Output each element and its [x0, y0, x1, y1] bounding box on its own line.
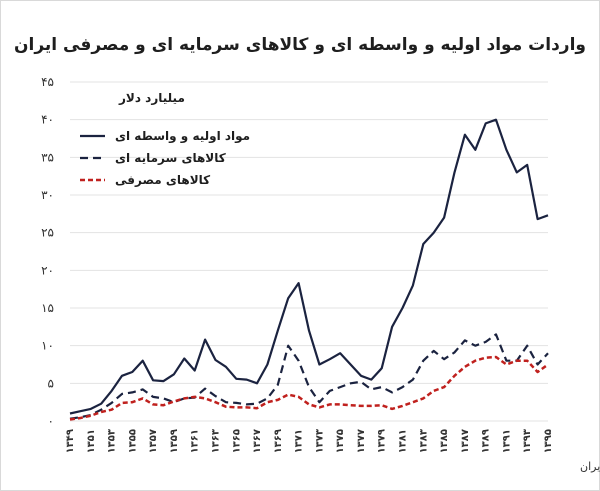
y-tick-label: ۴۵	[41, 75, 54, 89]
x-axis-ticks: ۱۳۴۹ ۱۳۵۱ ۱۳۵۳ ۱۳۵۵ ۱۳۵۷ ۱۳۵۹ ۱۳۶۱ ۱۳۶۳ ۱۳۶۵ ۱۳۶۷…	[65, 429, 554, 453]
y-tick-label: ۰	[48, 414, 54, 428]
y-axis-unit-label: میلیارد دلار	[118, 91, 185, 105]
legend-label-1: مواد اولیه و واسطه ای	[115, 129, 250, 144]
x-tick-label: ۱۳۶۱	[190, 429, 201, 453]
x-tick-label: ۱۳۸۹	[481, 429, 492, 453]
x-tick-label: ۱۳۷۹	[377, 429, 388, 453]
y-tick-label: ۳۵	[41, 150, 54, 164]
x-tick-label: ۱۳۵۷	[148, 429, 159, 453]
y-axis-ticks: ۰ ۵ ۱۰ ۱۵ ۲۰ ۲۵ ۳۰ ۳۵ ۴۰ ۴۵	[41, 75, 54, 428]
y-tick-label: ۳۰	[41, 188, 54, 202]
y-tick-label: ۲۵	[41, 226, 54, 240]
x-tick-label: ۱۳۸۳	[418, 429, 429, 453]
x-tick-label: ۱۳۴۹	[65, 429, 76, 453]
series-line-2	[69, 333, 549, 420]
legend-label-2: کالاهای سرمایه ای	[115, 151, 226, 165]
x-tick-label: ۱۳۵۹	[169, 429, 180, 453]
x-tick-label: ۱۳۹۵	[543, 429, 554, 453]
legend-label-3: کالاهای مصرفی	[115, 173, 210, 187]
x-tick-label: ۱۳۵۳	[107, 429, 118, 453]
x-tick-label: ۱۳۷۱	[294, 429, 305, 453]
x-tick-label: ۱۳۷۷	[356, 429, 367, 453]
x-tick-label: ۱۳۹۱	[501, 429, 512, 453]
y-tick-label: ۱۵	[41, 301, 54, 315]
x-tick-label: ۱۳۷۳	[314, 429, 325, 453]
series-lines	[69, 118, 549, 421]
source-note: تحلیل و استنتاج: احسان سلطانی بر اساس دا…	[580, 460, 600, 473]
y-tick-label: ۲۰	[41, 263, 54, 277]
y-tick-label: ۵	[48, 376, 54, 390]
x-tick-label: ۱۳۶۷	[252, 429, 263, 453]
x-tick-label: ۱۳۶۳	[210, 429, 221, 453]
x-tick-label: ۱۳۷۵	[335, 429, 346, 453]
x-tick-label: ۱۳۹۳	[522, 429, 533, 453]
x-tick-label: ۱۳۵۱	[86, 429, 97, 453]
x-tick-label: ۱۳۵۵	[127, 429, 138, 453]
x-tick-label: ۱۳۶۵	[231, 429, 242, 453]
y-tick-label: ۴۰	[41, 113, 54, 127]
x-tick-label: ۱۳۸۱	[398, 429, 409, 453]
legend: مواد اولیه و واسطه ای کالاهای سرمایه ای کا…	[80, 129, 250, 187]
series-line-3	[69, 355, 549, 421]
gridlines	[70, 81, 548, 422]
x-tick-label: ۱۳۸۷	[460, 429, 471, 453]
x-tick-label: ۱۳۸۵	[439, 429, 450, 453]
x-tick-label: ۱۳۶۹	[273, 429, 284, 453]
y-tick-label: ۱۰	[41, 339, 54, 353]
series-line-1	[69, 118, 549, 415]
chart-title: واردات مواد اولیه و واسطه ای و کالاهای س…	[14, 35, 586, 55]
